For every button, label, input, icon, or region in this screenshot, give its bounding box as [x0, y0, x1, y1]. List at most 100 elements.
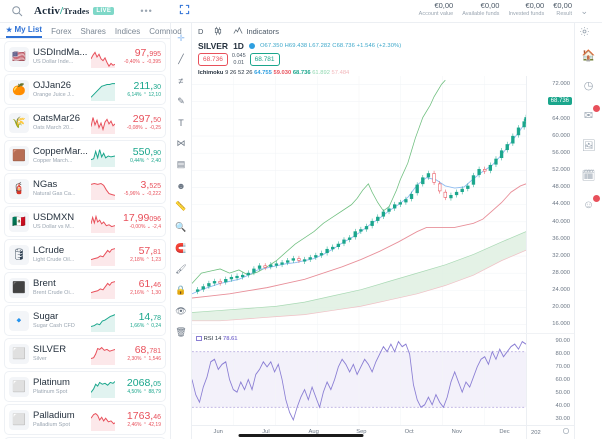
watchlist-items[interactable]: 🇺🇸 USDIndMa... US Dollar Inde... 97,995 -0,4…: [0, 39, 170, 439]
shapes-icon[interactable]: ⋈: [176, 138, 186, 148]
ichimoku-kijun: 59.030: [273, 69, 292, 76]
text-tool-icon[interactable]: T: [178, 117, 184, 128]
available-funds-value: €0,00: [480, 1, 500, 10]
star-icon: ★: [6, 27, 13, 34]
trash-icon[interactable]: 🗑: [175, 327, 187, 337]
sparkline-chart: [91, 46, 115, 68]
list-item[interactable]: 🍊 OJJan26 Orange Juice J... 211,30 6,14% ⌃ 1…: [4, 74, 166, 105]
ichimoku-senkou-a: 61.892: [312, 69, 330, 76]
chart-panel: D Indicators SILVER: [192, 23, 574, 439]
fib-retracement-icon[interactable]: ≠: [178, 75, 184, 86]
price-y-tick: 32.000: [552, 252, 570, 259]
price-block: 97,995 -0,40% ⌄ -0,395: [115, 47, 161, 65]
eye-icon[interactable]: 👁: [175, 306, 187, 316]
list-item[interactable]: 🔹 Sugar Sugar Cash CFD 14,78 1,66% ⌃ 0,24: [4, 305, 166, 336]
news-icon[interactable]: 🖼: [581, 137, 597, 153]
rsi-y-axis[interactable]: 90.00 80.00 70.00 60.00 50.00 40.00 30.00: [526, 334, 574, 425]
calendar-icon[interactable]: 🗓: [581, 167, 597, 183]
tab-my-list[interactable]: ★ My List: [6, 25, 43, 38]
more-options-icon[interactable]: •••: [140, 6, 153, 16]
mail-icon[interactable]: ✉: [581, 105, 600, 123]
drawing-toolbar[interactable]: ✛ ╱ ≠ ✎ T ⋈ ▤ ☻ 📏 🔍 🧲 🖌 🔒 👁 🗑: [170, 23, 192, 439]
instrument-desc: Sugar Cash CFD: [33, 322, 75, 329]
price-block: 1763,46 2,46% ⌃ 42,19: [115, 410, 161, 428]
brush-icon[interactable]: ✎: [177, 96, 185, 106]
sparkline-chart: [91, 244, 115, 266]
rsi-y-tick: 30.00: [555, 415, 570, 422]
crosshair-icon[interactable]: ✛: [177, 33, 185, 43]
rsi-panel: RSI 14 78.61 90.00 80.00 70.00 60.00 50.00 40…: [192, 333, 574, 425]
home-icon-glyph: 🏠: [581, 49, 596, 62]
instrument-desc: Copper March...: [33, 157, 73, 164]
list-item[interactable]: 🟫 CopperMar... Copper March... 550,90 0,44% …: [4, 140, 166, 171]
list-item[interactable]: 🛢 LCrude Light Crude Oil... 57,81 2,18% ⌃ 1,…: [4, 239, 166, 270]
chart-timeframe[interactable]: 1D: [233, 41, 244, 51]
emoji-icon[interactable]: ☻: [176, 180, 186, 191]
x-axis-right: 202: [526, 426, 574, 439]
magnet-icon[interactable]: 🧲: [175, 243, 187, 253]
home-icon[interactable]: 🏠: [581, 47, 597, 63]
measure-icon[interactable]: 📏: [175, 201, 187, 211]
spread-top: 0.045: [231, 53, 246, 59]
list-item[interactable]: ⬛ Brent Brent Crude Oi... 61,46 2,16% ⌃ 1,30: [4, 272, 166, 303]
live-badge: LIVE: [93, 7, 115, 15]
search-icon[interactable]: [0, 5, 34, 17]
portfolio-icon[interactable]: ◷: [581, 77, 597, 93]
tab-shares[interactable]: Shares: [80, 27, 106, 36]
tab-commodities[interactable]: Commod: [149, 27, 182, 36]
price-block: 3,525 -5,96% ⌄ -0,222: [115, 179, 161, 197]
rsi-value: 78.61: [223, 336, 238, 343]
list-item[interactable]: 🇺🇸 USDIndMa... US Dollar Inde... 97,995 -0,4…: [4, 41, 166, 72]
invested-funds-block: €0,00 Invested funds: [508, 1, 544, 18]
list-item[interactable]: ⬜ SILVER Silver 68,781 2,30% ⌃ 1,546: [4, 338, 166, 369]
rsi-period: 14: [214, 336, 222, 343]
right-rail[interactable]: 🏠 ◷ ✉ 🖼 🗓 ☺: [574, 23, 602, 439]
zoom-icon[interactable]: 🔍: [175, 222, 187, 232]
tab-indices[interactable]: Indices: [114, 27, 141, 36]
chevron-down-icon[interactable]: ⌄: [580, 6, 588, 16]
list-item[interactable]: ⬜ Platinum Platinum Spot 2068,05 4,50% ⌃ 88,…: [4, 371, 166, 402]
list-item[interactable]: 🌾 OatsMar26 Oats March 20... 297,50 -0,08% ⌄…: [4, 107, 166, 138]
rsi-legend[interactable]: RSI 14 78.61: [196, 336, 238, 342]
account-icon[interactable]: ☺: [581, 195, 600, 213]
x-axis[interactable]: Jun Jul Aug Sep Oct Nov Dec 202: [192, 425, 574, 439]
last-price-badge: 68.736: [547, 97, 572, 106]
list-item[interactable]: ⬜ Palladium Palladium Spot 1763,46 2,46% ⌃ 4…: [4, 404, 166, 435]
tab-forex[interactable]: Forex: [51, 27, 72, 36]
sparkline-chart: [91, 79, 115, 101]
result-value: €0,00: [553, 1, 572, 10]
bid-price-pill[interactable]: 68.736: [198, 53, 228, 67]
chart-type-icon[interactable]: [213, 26, 223, 36]
gear-icon[interactable]: [579, 26, 590, 40]
list-item[interactable]: 🧯 NGas Natural Gas Ca... 3,525 -5,96% ⌄ -0,2…: [4, 173, 166, 204]
lock-icon[interactable]: 🔒: [175, 285, 187, 295]
instrument-name: Brent: [33, 279, 56, 290]
trend-line-icon[interactable]: ╱: [178, 54, 184, 64]
instrument-name: SILVER: [33, 345, 67, 356]
position-tool-icon[interactable]: ▤: [176, 159, 186, 169]
list-item[interactable]: 🇲🇽 USDMXN US Dollar vs M... 17,99096 -0,00% …: [4, 206, 166, 237]
account-value-block: €0,00 Account value: [419, 1, 454, 18]
watchlist-tabs: ★ My List Forex Shares Indices Commod: [0, 23, 182, 39]
price-y-axis[interactable]: 72.00068.00064.00060.00056.00052.00048.0…: [526, 75, 574, 333]
indicators-button[interactable]: Indicators: [233, 26, 279, 36]
timeframe-selector[interactable]: D: [198, 27, 203, 36]
chart-symbol[interactable]: SILVER: [198, 41, 229, 51]
topbar-divider: [0, 22, 602, 23]
expand-icon[interactable]: [179, 4, 190, 18]
instrument-price: 2068,05: [126, 376, 161, 389]
instrument-info: OJJan26 Orange Juice J...: [33, 81, 91, 98]
price-y-tick: 56.000: [552, 149, 570, 156]
paint-icon[interactable]: 🖌: [175, 264, 187, 274]
sparkline-chart: [91, 310, 115, 332]
ask-price-pill[interactable]: 68.781: [249, 53, 280, 67]
account-value: €0,00: [434, 1, 454, 10]
chart-settings-icon[interactable]: [562, 427, 570, 438]
price-canvas[interactable]: [192, 75, 526, 333]
instrument-name: NGas: [33, 180, 58, 191]
rsi-canvas[interactable]: [192, 334, 526, 425]
price-block: 2068,05 4,50% ⌃ 88,79: [115, 376, 161, 395]
ichimoku-legend[interactable]: Ichimoku 9 26 52 26 64.755 59.030 68.736…: [198, 70, 568, 76]
instrument-icon: 🍊: [9, 79, 29, 100]
